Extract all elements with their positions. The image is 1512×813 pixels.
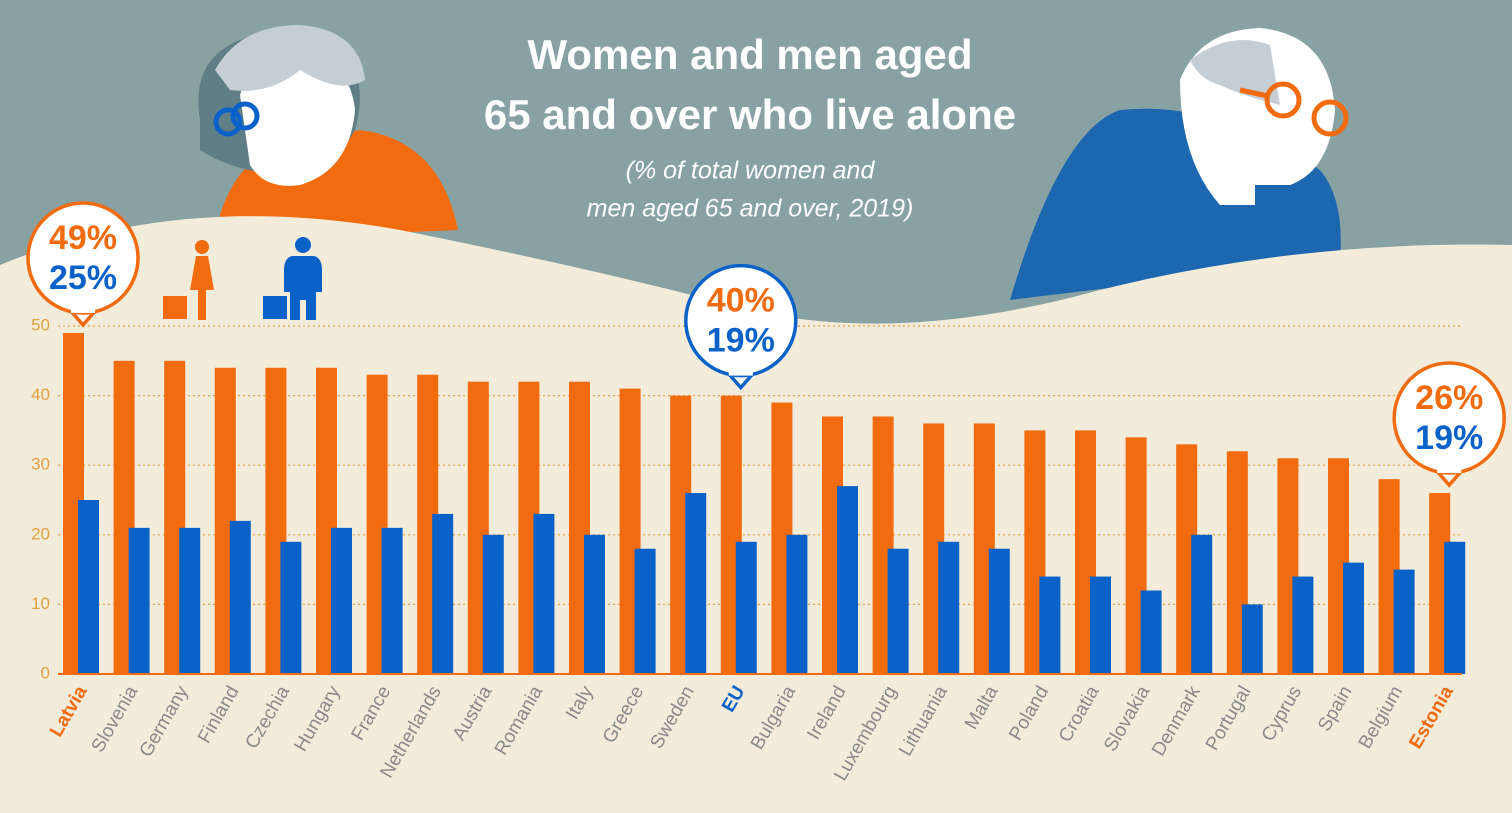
value-label: 40% (707, 282, 775, 320)
bar (381, 527, 403, 674)
bar (1343, 562, 1364, 674)
value-label: 19% (707, 322, 775, 360)
value-label: 19% (1415, 419, 1483, 457)
value-label: 25% (49, 259, 117, 297)
bar (584, 534, 605, 674)
y-tick-label: 0 (41, 663, 50, 682)
bar (482, 534, 504, 674)
legend-swatch (163, 296, 187, 319)
bar (179, 527, 201, 674)
bar (1241, 604, 1263, 674)
value-label: 26% (1415, 379, 1483, 417)
woman-illustration (198, 25, 458, 240)
bar (685, 493, 707, 674)
y-tick-label: 10 (31, 594, 50, 613)
bar (1191, 534, 1213, 674)
legend-man-icon (284, 237, 322, 320)
value-label: 49% (49, 219, 117, 257)
chart-subtitle: men aged 65 and over, 2019) (587, 195, 914, 223)
y-tick-label: 40 (31, 385, 50, 404)
bar (1444, 541, 1466, 674)
bar (229, 520, 251, 674)
legend-swatch (263, 296, 287, 319)
callout-mask (728, 367, 753, 376)
y-tick-label: 20 (31, 524, 50, 543)
bar (887, 548, 909, 674)
y-tick-label: 50 (31, 315, 50, 334)
man-illustration (1010, 28, 1349, 300)
bar (988, 548, 1010, 674)
chart-title: 65 and over who live alone (484, 91, 1016, 138)
bar (1090, 576, 1111, 674)
callout-mask (71, 304, 95, 313)
bar (78, 500, 99, 674)
bar (432, 513, 454, 674)
bar (938, 541, 960, 674)
legend-woman-icon (190, 240, 214, 320)
bar (533, 513, 555, 674)
bar (735, 541, 757, 674)
bar (837, 486, 858, 674)
bar (1039, 576, 1061, 674)
bar (331, 527, 352, 674)
bar (1393, 569, 1415, 674)
bar (280, 541, 302, 674)
bar (1140, 590, 1162, 674)
bar (1292, 576, 1314, 674)
bar (128, 527, 150, 674)
bar (634, 548, 656, 674)
bar (786, 534, 808, 674)
callout-mask (1437, 465, 1462, 474)
y-tick-label: 30 (31, 455, 50, 474)
chart-title: Women and men aged (528, 31, 973, 78)
chart-subtitle: (% of total women and (626, 157, 876, 185)
